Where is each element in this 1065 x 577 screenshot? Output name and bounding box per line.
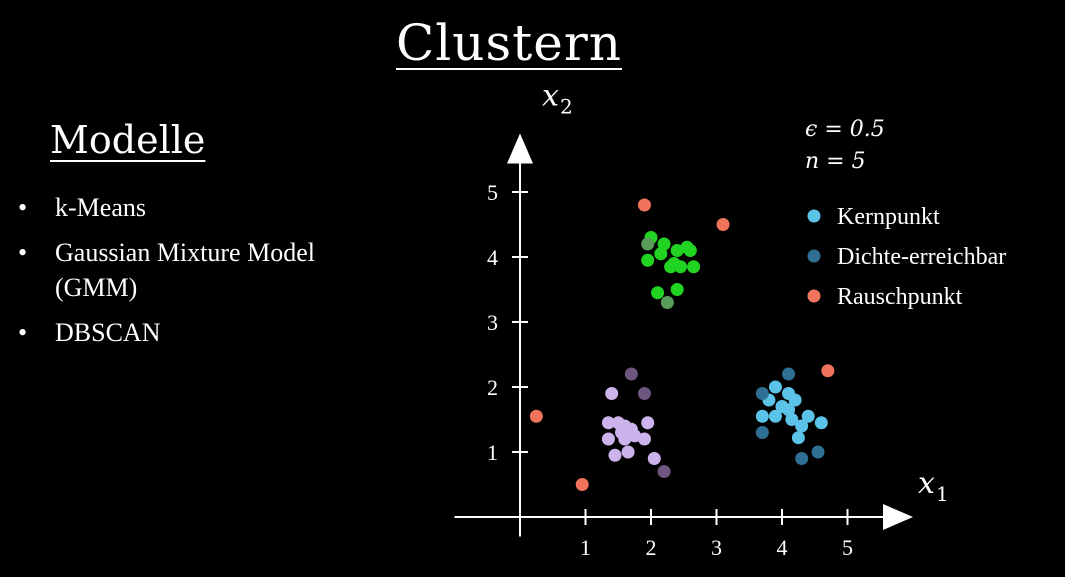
y-tick-label: 1 — [487, 440, 498, 465]
model-list: • k-Means • Gaussian Mixture Model (GMM)… — [18, 190, 355, 360]
data-point — [605, 387, 619, 400]
y-axis-arrow-icon — [507, 133, 533, 164]
data-point — [628, 429, 642, 443]
bullet-icon: • — [18, 238, 28, 267]
slide-title: Clustern — [396, 14, 622, 72]
data-point — [670, 283, 684, 296]
data-point — [657, 237, 671, 251]
data-point — [768, 409, 782, 423]
x-axis-label-subscript: 1 — [936, 482, 949, 506]
x-tick-label: 3 — [711, 535, 722, 560]
data-point — [651, 286, 665, 300]
data-point — [788, 393, 802, 407]
y-tick-label: 4 — [487, 245, 498, 270]
data-point — [529, 409, 543, 423]
data-point — [791, 431, 805, 445]
x-tick-label: 4 — [777, 535, 788, 560]
bullet-icon: • — [18, 318, 28, 347]
data-point — [795, 452, 809, 465]
y-tick-label: 3 — [487, 310, 498, 335]
legend-label: Kernpunkt — [837, 204, 940, 230]
data-point — [637, 387, 651, 400]
data-point — [785, 413, 799, 426]
legend-marker — [807, 209, 821, 223]
data-point — [782, 367, 796, 381]
data-point — [637, 198, 651, 212]
y-axis-label: x — [542, 79, 559, 114]
x-tick-label: 5 — [842, 535, 853, 560]
legend-label: Rauschpunkt — [837, 284, 963, 310]
data-point — [601, 416, 615, 430]
dbscan-parameter-label: ϵ = 0.5 — [805, 117, 885, 142]
bullet-icon: • — [18, 193, 28, 222]
dbscan-parameter-label: n = 5 — [805, 149, 866, 174]
data-point — [647, 452, 661, 465]
data-point — [618, 432, 632, 446]
x-axis-arrow-icon — [883, 504, 913, 530]
data-point — [664, 260, 678, 274]
data-point — [608, 448, 622, 462]
model-list-item: • DBSCAN — [18, 315, 355, 350]
legend-marker — [807, 289, 821, 303]
data-point — [575, 478, 589, 491]
data-point — [795, 419, 809, 433]
data-point — [687, 260, 701, 274]
model-list-item: • k-Means — [18, 190, 355, 225]
legend-label: Dichte-erreichbar — [837, 244, 1006, 270]
data-point — [657, 465, 671, 478]
model-label: Gaussian Mixture Model (GMM) — [55, 238, 315, 302]
data-point — [637, 432, 651, 446]
data-point — [641, 237, 655, 251]
legend-marker — [807, 249, 821, 263]
data-point — [683, 244, 697, 257]
data-point — [621, 445, 635, 459]
data-point — [801, 409, 815, 423]
x-tick-label: 2 — [646, 535, 657, 560]
section-title-models: Modelle — [50, 118, 206, 162]
data-point — [814, 416, 828, 430]
data-point — [660, 296, 674, 309]
data-point — [755, 409, 769, 423]
data-point — [755, 426, 769, 439]
model-label: DBSCAN — [55, 318, 161, 347]
data-point — [821, 364, 835, 378]
data-point — [768, 380, 782, 394]
data-point — [673, 260, 687, 274]
data-point — [641, 253, 655, 267]
y-tick-label: 5 — [487, 180, 498, 205]
data-point — [716, 218, 730, 231]
data-point — [755, 387, 769, 400]
x-tick-label: 1 — [580, 535, 591, 560]
model-list-item: • Gaussian Mixture Model (GMM) — [18, 235, 355, 305]
y-tick-label: 2 — [487, 375, 498, 400]
model-label: k-Means — [55, 193, 146, 222]
data-point — [782, 403, 796, 417]
data-point — [670, 244, 684, 257]
data-point — [641, 416, 655, 430]
data-point — [601, 432, 615, 446]
data-point — [811, 445, 825, 459]
y-axis-label-subscript: 2 — [560, 95, 573, 119]
data-point — [654, 247, 668, 261]
data-point — [624, 367, 638, 381]
x-axis-label: x — [918, 466, 935, 501]
